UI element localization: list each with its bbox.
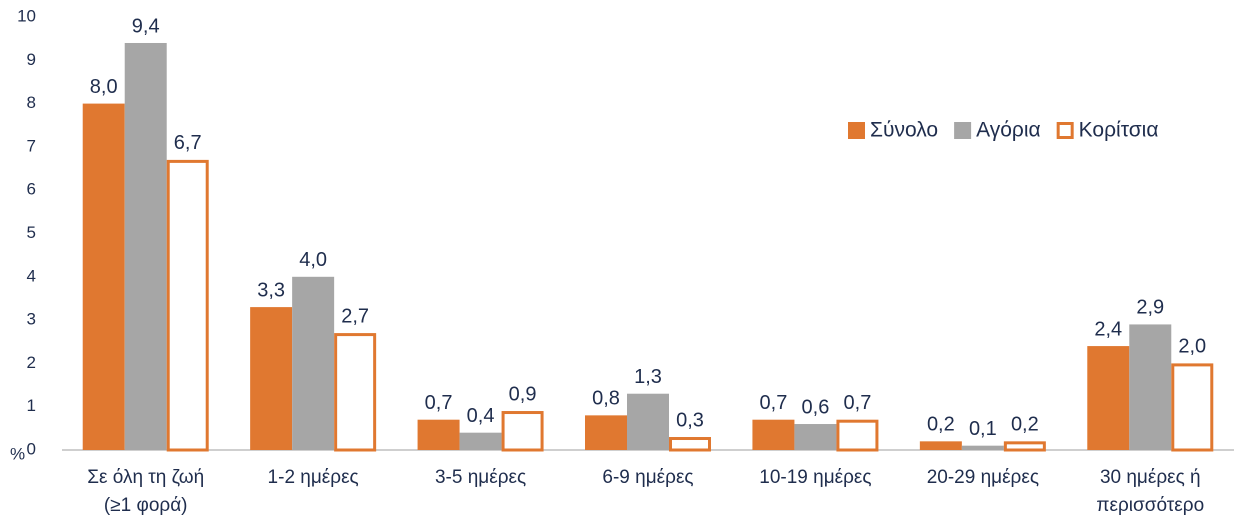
value-label: 4,0 [299, 249, 327, 271]
bar [501, 411, 544, 452]
x-tick-label: Σε όλη τη ζωή [87, 467, 204, 488]
y-tick-label: 4 [27, 266, 36, 285]
bar [585, 415, 627, 450]
bar [1003, 441, 1046, 452]
value-label: 2,7 [341, 305, 369, 327]
legend-swatch [1056, 122, 1074, 139]
x-tick-label: (≥1 φορά) [104, 495, 188, 516]
bar [836, 419, 879, 452]
value-label: 0,9 [509, 383, 537, 405]
x-tick-label: περισσότερο [1096, 495, 1204, 516]
bar [417, 419, 460, 450]
value-label: 0,8 [592, 388, 620, 410]
value-label: 3,3 [257, 279, 285, 301]
value-label: 0,4 [467, 405, 495, 427]
value-label: 9,4 [132, 15, 160, 37]
x-tick-label: 6-9 ημέρες [602, 467, 693, 488]
y-tick-label: 3 [27, 310, 36, 329]
bar [166, 159, 209, 452]
bar [794, 424, 837, 450]
bar [627, 393, 669, 450]
value-label: 1,3 [634, 366, 662, 388]
x-tick-label: 1-2 ημέρες [268, 467, 359, 488]
bar [1087, 346, 1130, 450]
x-tick-label: 20-29 ημέρες [927, 467, 1039, 488]
bar [1171, 363, 1214, 452]
y-tick-label: 5 [27, 223, 36, 242]
x-tick-label: 10-19 ημέρες [759, 467, 871, 488]
y-axis-label: % [10, 444, 25, 463]
y-tick-label: 6 [27, 180, 36, 199]
legend-swatch [954, 122, 972, 139]
bar [669, 437, 711, 452]
y-tick-label: 2 [27, 353, 36, 372]
value-label: 0,3 [676, 409, 704, 431]
legend-label: Σύνολο [870, 119, 938, 142]
value-label: 2,9 [1136, 297, 1164, 319]
value-label: 0,6 [802, 396, 830, 418]
value-label: 0,7 [760, 392, 788, 414]
y-tick-label: 10 [17, 6, 36, 25]
bar [961, 445, 1004, 450]
bar [124, 42, 167, 450]
y-tick-label: 1 [27, 396, 36, 415]
legend-label: Κορίτσια [1079, 119, 1159, 142]
value-label: 0,1 [969, 418, 997, 440]
legend-swatch [848, 122, 865, 139]
y-tick-label: 8 [27, 93, 36, 112]
bar [292, 276, 335, 450]
bar [334, 333, 377, 452]
y-tick-label: 7 [27, 136, 36, 155]
x-tick-label: 3-5 ημέρες [435, 467, 526, 488]
x-tick-label: 30 ημέρες ή [1100, 467, 1201, 488]
y-tick-label: 0 [27, 439, 36, 458]
bar [459, 432, 502, 450]
bar [1129, 324, 1172, 450]
value-label: 0,7 [425, 392, 453, 414]
value-label: 2,4 [1094, 318, 1122, 340]
bar [752, 419, 795, 450]
value-label: 0,2 [1011, 414, 1039, 436]
value-label: 6,7 [174, 132, 202, 154]
bar [82, 103, 125, 450]
value-label: 8,0 [90, 76, 118, 98]
bar [250, 307, 293, 450]
value-label: 0,7 [844, 392, 872, 414]
bar [919, 441, 962, 450]
value-label: 0,2 [927, 414, 955, 436]
value-label: 2,0 [1178, 336, 1206, 358]
legend-label: Αγόρια [976, 119, 1041, 142]
y-tick-label: 9 [27, 50, 36, 69]
